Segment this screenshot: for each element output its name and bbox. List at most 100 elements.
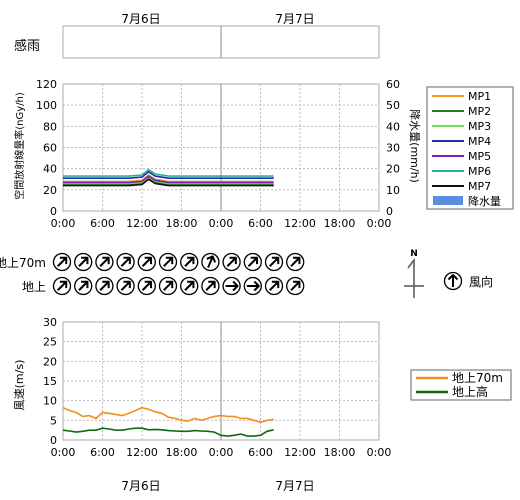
- series-line-MP3: [63, 176, 274, 185]
- wind-arrow-shape: [141, 280, 153, 291]
- wind-arrow-icon: [184, 280, 195, 291]
- legend-label-地上高: 地上高: [452, 384, 488, 399]
- compass-icon: [404, 257, 424, 298]
- y-right-tick-label: 40: [386, 120, 400, 133]
- x-tick-label: 12:00: [284, 217, 316, 230]
- x-tick-label: 12:00: [126, 446, 158, 459]
- wind-speed-ylabel: 風速(m/s): [13, 360, 26, 411]
- legend-label-MP5: MP5: [468, 150, 491, 163]
- wind-arrow-icon: [99, 280, 110, 291]
- compass: N: [404, 249, 424, 298]
- wind-arrow-shape: [163, 256, 174, 267]
- x-tick-label: 18:00: [324, 217, 356, 230]
- y-tick-label: 40: [43, 163, 57, 176]
- wind-arrow-shape: [205, 280, 216, 291]
- wind-direction-legend-label: 風向: [469, 274, 493, 289]
- y-right-tick-label: 60: [386, 78, 400, 91]
- wind-arrow-icon: [78, 280, 89, 291]
- x-tick-label: 6:00: [248, 446, 273, 459]
- y-tick-label: 25: [43, 336, 57, 349]
- x-tick-label: 0:00: [367, 217, 392, 230]
- y-right-tick-label: 50: [386, 99, 400, 112]
- y-tick-label: 15: [43, 375, 57, 388]
- wind-arrow-icon: [78, 256, 89, 267]
- wind-arrow-icon: [246, 280, 260, 292]
- series-line-MP6: [63, 168, 274, 177]
- wind-arrow-shape: [246, 280, 260, 292]
- wind-arrow-icon: [120, 280, 131, 291]
- wind-arrow-shape: [206, 255, 217, 268]
- radiation-legend-box: [426, 86, 514, 210]
- wind-arrow-shape: [141, 256, 153, 267]
- x-tick-label: 18:00: [166, 446, 198, 459]
- wind-arrow-icon: [290, 256, 301, 267]
- wind-arrow-icon: [57, 280, 68, 291]
- radiation-ylabel: 空間放射線量率(nGy/h): [13, 92, 26, 200]
- x-tick-label: 0:00: [51, 446, 76, 459]
- wind-arrow-icon: [269, 256, 280, 267]
- y-tick-label: 20: [43, 184, 57, 197]
- wind-arrow-shape: [57, 280, 68, 291]
- header-date-2: 7月7日: [275, 12, 314, 26]
- wind-arrow-shape: [78, 280, 89, 291]
- wind-arrow-shape: [99, 256, 110, 267]
- wind-arrow-icon: [225, 280, 239, 292]
- legend-label-地上70m: 地上70m: [452, 371, 503, 385]
- wind-arrow-shape: [99, 280, 110, 291]
- wind-arrow-shape: [247, 256, 259, 267]
- wind-arrow-icon: [247, 256, 259, 267]
- header-date-1: 7月6日: [121, 12, 160, 26]
- wind-direction-panel: 地上70m 地上: [0, 252, 305, 296]
- wind-arrow-shape: [184, 256, 195, 267]
- series-line-MP4: [63, 170, 274, 179]
- wind-arrow-shape: [290, 280, 301, 291]
- y-tick-label: 100: [36, 99, 57, 112]
- wind-direction-legend: 風向: [443, 271, 493, 291]
- legend-label-MP2: MP2: [468, 105, 491, 118]
- wind-arrow-icon: [141, 280, 153, 291]
- wind-speed-chart: 0 5 10 15 20 25 30 0:00 6:00 12:00 18:00 0:00 6:00 12…: [43, 316, 391, 459]
- y-tick-label: 5: [50, 414, 57, 427]
- wind-speed-legend-box: [410, 369, 512, 401]
- x-tick-label: 0:00: [51, 217, 76, 230]
- series-line-MP5: [63, 175, 274, 184]
- legend-swatch-precip: [433, 196, 463, 205]
- legend-label-MP1: MP1: [468, 90, 491, 103]
- wind-arrow-shape: [120, 256, 131, 267]
- rain-sensor-label: 感雨: [14, 38, 40, 54]
- x-tick-label: 6:00: [248, 217, 273, 230]
- y-tick-label: 30: [43, 316, 57, 329]
- wind-arrow-icon: [163, 256, 174, 267]
- footer-date-1: 7月6日: [121, 479, 160, 493]
- wind-arrow-icon: [206, 255, 217, 268]
- x-tick-label: 18:00: [324, 446, 356, 459]
- y-right-tick-label: 30: [386, 142, 400, 155]
- wind-arrow-icon: [290, 280, 301, 291]
- y-tick-label: 80: [43, 120, 57, 133]
- wind-row-label: 地上: [22, 280, 46, 294]
- footer-date-2: 7月7日: [275, 479, 314, 493]
- y-right-tick-label: 10: [386, 184, 400, 197]
- y-tick-label: 120: [36, 78, 57, 91]
- legend-label-MP4: MP4: [468, 135, 491, 148]
- legend-label-MP3: MP3: [468, 120, 491, 133]
- wind-arrow-shape: [184, 280, 195, 291]
- x-tick-label: 0:00: [209, 446, 234, 459]
- wind-arrow-shape: [226, 256, 237, 267]
- wind-arrow-shape: [225, 280, 239, 292]
- x-tick-label: 12:00: [284, 446, 316, 459]
- series-line-地上70m: [62, 406, 274, 424]
- y-right-tick-label: 0: [386, 205, 393, 218]
- y-tick-label: 60: [43, 142, 57, 155]
- series-line-地上高: [62, 427, 274, 437]
- y-tick-label: 0: [50, 205, 57, 218]
- wind-arrow-icon: [184, 256, 195, 267]
- series-line-MP7: [63, 178, 274, 187]
- legend-label-precip: 降水量: [468, 194, 501, 208]
- compass-north-label: N: [410, 249, 418, 259]
- x-tick-label: 0:00: [367, 446, 392, 459]
